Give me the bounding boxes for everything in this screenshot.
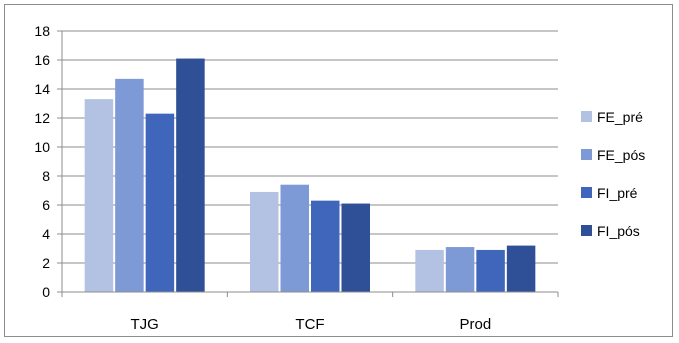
legend-label-1: FE_pré [597,109,643,125]
y-tick-label-14: 14 [34,81,50,97]
bar-tjg-2 [115,78,144,292]
y-tick-label-10: 10 [34,139,50,155]
bars [84,58,536,293]
bar-tcf-3 [311,200,340,292]
bar-tcf-2 [280,184,309,292]
x-tick-label-prod: Prod [459,316,491,333]
axes [57,30,559,297]
y-tick-labels: 0 2 4 6 8 10 12 14 16 18 [34,23,50,300]
legend-swatch-3 [581,187,592,198]
x-tick-label-tcf: TCF [295,316,324,333]
y-tick-label-0: 0 [42,284,50,300]
y-tick-label-18: 18 [34,23,50,39]
legend: FE_pré FE_pós FI_pré FI_pós [581,109,645,239]
legend-label-3: FI_pré [597,185,638,201]
bar-prod-2 [445,247,475,292]
bar-tjg-4 [176,58,205,292]
y-tick-label-2: 2 [42,255,50,271]
y-tick-label-16: 16 [34,52,50,68]
bar-prod-4 [506,245,536,292]
y-tick-label-6: 6 [42,197,50,213]
x-tick-label-tjg: TJG [130,316,158,333]
y-tick-label-8: 8 [42,168,50,184]
x-tick-labels: TJG TCF Prod [130,316,491,333]
legend-label-2: FE_pós [597,147,645,163]
legend-swatch-2 [581,149,592,160]
legend-swatch-1 [581,111,592,122]
bar-prod-1 [415,249,444,292]
bar-tcf-4 [341,203,370,292]
legend-swatch-4 [581,225,592,236]
bar-prod-3 [476,249,505,292]
y-tick-label-4: 4 [42,226,50,242]
bar-tjg-3 [145,113,175,293]
gridlines [62,30,558,264]
bar-tcf-1 [250,191,279,292]
y-tick-label-12: 12 [34,110,50,126]
bar-tjg-1 [84,99,114,293]
legend-label-4: FI_pós [597,223,640,239]
